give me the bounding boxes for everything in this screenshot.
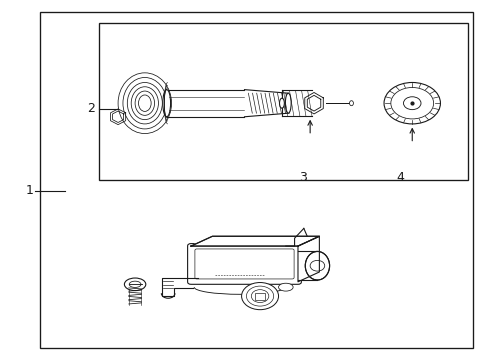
Circle shape	[251, 290, 268, 302]
Bar	[255, 293, 264, 300]
Ellipse shape	[163, 90, 170, 117]
Text: 1: 1	[25, 184, 33, 197]
Circle shape	[383, 82, 440, 124]
Ellipse shape	[349, 101, 353, 106]
Text: 3: 3	[298, 171, 306, 184]
Ellipse shape	[124, 278, 145, 291]
Polygon shape	[191, 236, 319, 246]
FancyBboxPatch shape	[187, 244, 301, 284]
Ellipse shape	[285, 93, 290, 113]
Text: 2: 2	[87, 102, 95, 115]
Ellipse shape	[279, 98, 284, 108]
Ellipse shape	[278, 283, 292, 291]
Polygon shape	[297, 236, 319, 282]
Circle shape	[241, 283, 278, 310]
Bar	[99, 23, 467, 180]
Circle shape	[246, 286, 273, 306]
Text: 4: 4	[395, 171, 403, 184]
Bar	[40, 12, 472, 348]
Ellipse shape	[305, 251, 329, 280]
